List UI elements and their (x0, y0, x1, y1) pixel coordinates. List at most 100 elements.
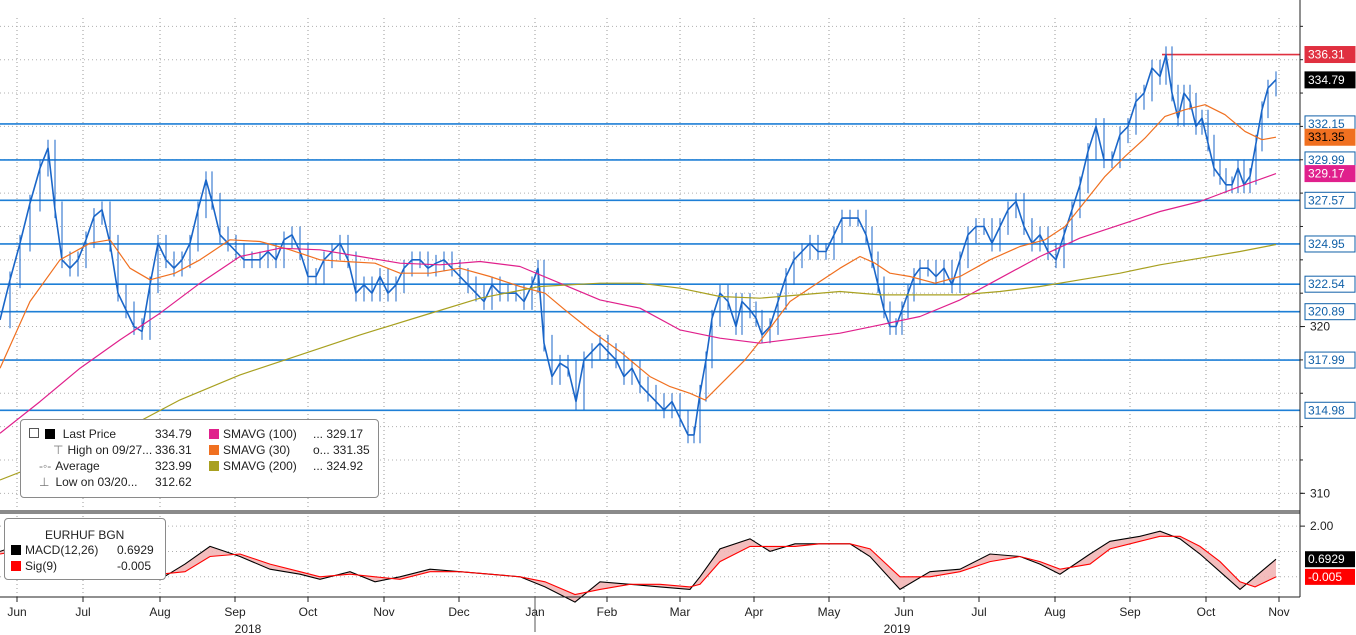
average-marker-icon: -◦- (39, 459, 52, 473)
price-tag: 329.99 (1304, 151, 1356, 169)
price-tag: 327.57 (1304, 191, 1356, 209)
price-tag: 324.95 (1304, 235, 1356, 253)
price-tag-label: 332.15 (1308, 117, 1345, 131)
price-tag-box (1304, 46, 1356, 64)
legend-average: -◦- Average (39, 459, 100, 474)
macd-series-line (0, 530, 1277, 603)
price-tag-box (1304, 303, 1356, 321)
series-line (0, 173, 1277, 434)
macd-legend: EURHUF BGN MACD(12,26) 0.6929 Sig(9) -0.… (4, 518, 166, 580)
price-tag-label: 331.35 (1308, 130, 1345, 144)
price-tag-label: 320.89 (1308, 305, 1345, 319)
legend-swatch (209, 445, 219, 455)
legend-value: 0.6929 (117, 543, 154, 557)
series-line (0, 243, 1277, 481)
x-tick-label: Sep (224, 605, 246, 619)
x-tick-label: Aug (1044, 605, 1065, 619)
price-tag-label: 334.79 (1308, 73, 1345, 87)
legend-smavg-30: SMAVG (30) (209, 443, 290, 458)
legend-value: ... 329.17 (313, 427, 364, 441)
price-tag-box (1304, 71, 1356, 89)
price-tag-label: 0.6929 (1308, 552, 1345, 566)
macd-title: EURHUF BGN (45, 528, 125, 542)
legend-value: 323.99 (155, 459, 192, 473)
price-tag-box (1305, 551, 1355, 568)
legend-label: MACD(12,26) (25, 543, 99, 557)
price-tag: 336.31 (1304, 46, 1356, 64)
legend-swatch (209, 461, 219, 471)
panel-separator (0, 510, 1300, 514)
price-tag: 314.98 (1304, 401, 1356, 419)
x-tick-label: Sep (1119, 605, 1141, 619)
price-tag-label: 329.17 (1308, 167, 1345, 181)
price-tag-label: -0.005 (1308, 570, 1342, 584)
price-tag-label: 314.98 (1308, 403, 1345, 417)
legend-swatch (45, 429, 56, 439)
x-tick-label: Oct (299, 605, 318, 619)
price-tag-box (1304, 351, 1356, 369)
collapse-icon[interactable] (29, 428, 39, 438)
macd-series-line (0, 535, 1277, 596)
legend-value: 312.62 (155, 475, 192, 489)
macd-histogram-fill (0, 531, 1276, 603)
year-label: 2019 (884, 622, 911, 635)
price-tag: 332.15 (1304, 115, 1356, 133)
y-tick-label: 310 (1310, 486, 1330, 500)
price-tag-label: 336.31 (1308, 48, 1345, 62)
legend-label: High on 09/27... (67, 443, 153, 457)
y-tick-label: 320 (1310, 320, 1330, 334)
legend-label: Average (55, 459, 100, 473)
price-tag: 322.54 (1304, 275, 1356, 293)
price-tag-label: 329.99 (1308, 153, 1345, 167)
legend-label: Last Price (62, 427, 117, 441)
legend-value: 334.79 (155, 427, 192, 441)
legend-label: SMAVG (200) (223, 459, 297, 473)
price-tag: 320.89 (1304, 303, 1356, 321)
horizontal-levels (0, 53, 1300, 412)
y-tick-label: 2.00 (1310, 519, 1334, 533)
legend-label: SMAVG (30) (223, 443, 291, 457)
price-series (0, 46, 1277, 481)
legend-value: ... 324.92 (313, 459, 364, 473)
low-marker-icon: ⊥ (39, 475, 50, 489)
series-line (0, 104, 1277, 401)
price-tag-box (1304, 275, 1356, 293)
x-tick-label: Jun (894, 605, 913, 619)
x-tick-label: May (818, 605, 841, 619)
legend-label: SMAVG (100) (223, 427, 297, 441)
x-tick-label: Aug (149, 605, 170, 619)
legend-value: o... 331.35 (313, 443, 370, 457)
x-tick-label: Jul (971, 605, 986, 619)
price-tag-box (1304, 165, 1356, 183)
legend-label: Low on 03/20... (55, 475, 138, 489)
x-tick-label: Apr (745, 605, 764, 619)
price-tag-label: 327.57 (1308, 193, 1345, 207)
year-label: 2018 (235, 622, 262, 635)
price-tag-label: 324.95 (1308, 237, 1345, 251)
price-tag-box (1304, 191, 1356, 209)
x-tick-label: Jun (7, 605, 26, 619)
legend-swatch (11, 561, 21, 571)
x-tick-label: Nov (1268, 605, 1289, 619)
legend-high: ⊤ High on 09/27... (53, 443, 152, 458)
x-tick-label: Feb (597, 605, 618, 619)
legend-signal: Sig(9) (11, 559, 57, 574)
price-tag: 317.99 (1304, 351, 1356, 369)
price-tag-box (1304, 128, 1356, 146)
price-tag-box (1304, 401, 1356, 419)
legend-swatch (209, 429, 219, 439)
price-tag-label: 317.99 (1308, 353, 1345, 367)
legend-low: ⊥ Low on 03/20... (39, 475, 138, 490)
x-tick-label: Oct (1197, 605, 1216, 619)
macd-panel (0, 530, 1277, 603)
x-tick-label: Dec (448, 605, 469, 619)
x-tick-label: Nov (373, 605, 394, 619)
price-tag: 0.6929 (1305, 551, 1355, 568)
legend-value: -0.005 (117, 559, 152, 573)
legend-swatch (11, 545, 21, 555)
legend-last-price: Last Price (29, 427, 116, 442)
legend-value: 336.31 (155, 443, 192, 457)
